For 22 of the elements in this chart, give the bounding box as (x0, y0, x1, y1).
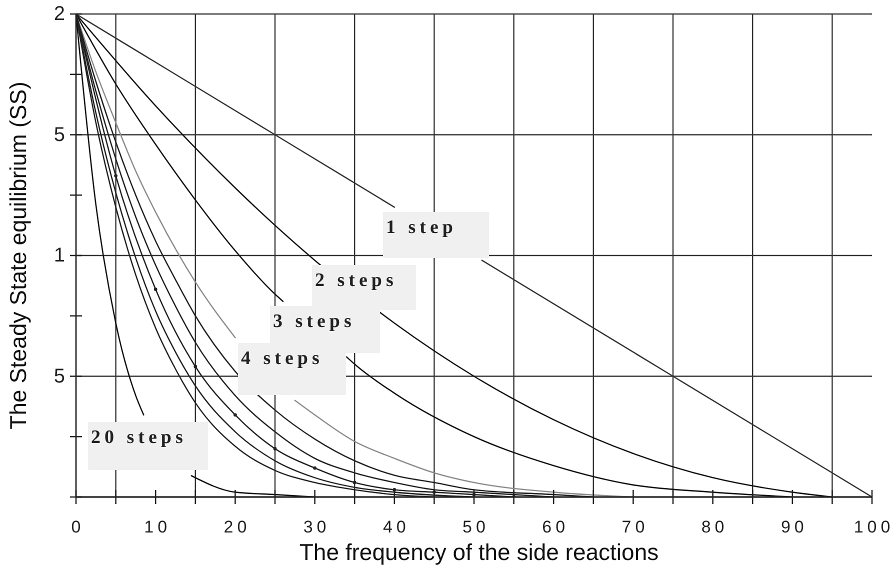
x-tick-label: 50 (462, 518, 490, 536)
x-axis-title: The frequency of the side reactions (299, 539, 659, 565)
x-tick-label: 10 (144, 518, 172, 536)
x-tick-label: 60 (542, 518, 570, 536)
text: 5 (54, 365, 65, 388)
series-label: 4 steps (238, 343, 346, 395)
x-tick-label: 20 (224, 518, 251, 536)
x-tick-label: 30 (303, 518, 330, 536)
series-label: 2 steps (312, 265, 416, 310)
x-tick-label: 90 (780, 518, 808, 536)
series-label: 1 step (383, 212, 489, 258)
series-label: 20 steps (88, 422, 208, 470)
x-tick-label: 80 (701, 518, 728, 536)
x-tick-label: 100 (854, 518, 894, 536)
x-tick-label: 70 (622, 518, 649, 536)
x-tick-label: 40 (382, 518, 410, 536)
x-tick-label: 0 (71, 518, 85, 536)
text: 1 (54, 244, 65, 266)
y-axis-title: The Steady State equilibrium (SS) (5, 82, 31, 430)
series-label: 3 steps (273, 311, 356, 332)
text: 5 (54, 124, 65, 146)
text: 2 (54, 3, 65, 25)
